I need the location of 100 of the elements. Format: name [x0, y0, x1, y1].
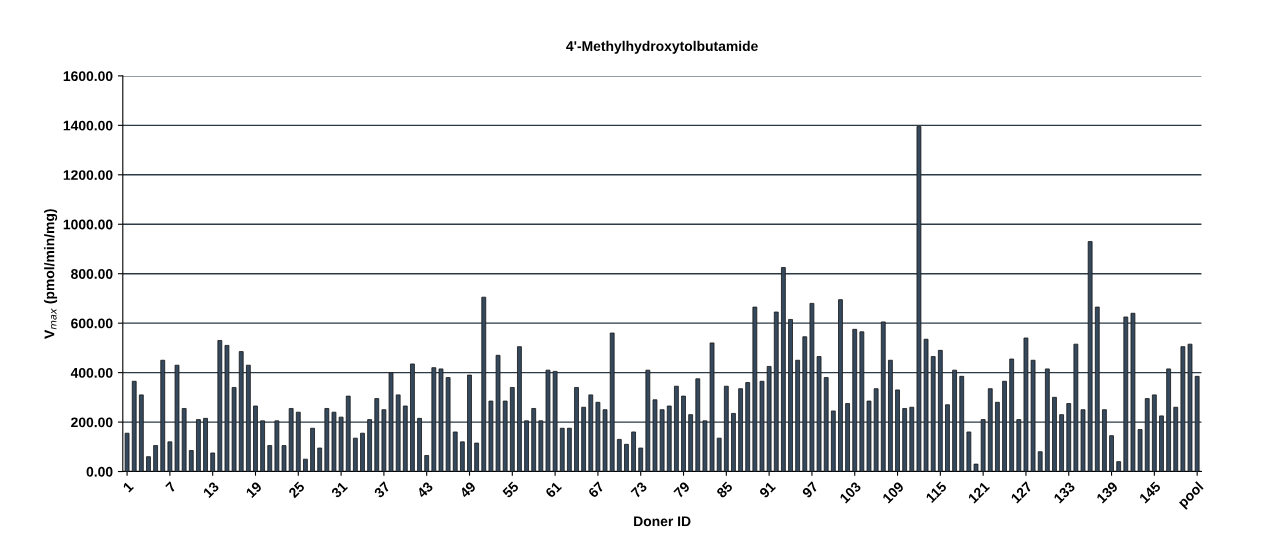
bar	[838, 299, 843, 472]
bar	[124, 432, 130, 472]
bar	[752, 306, 758, 472]
bar	[1016, 419, 1022, 472]
x-tick-label: 109	[882, 481, 905, 504]
bar	[659, 409, 665, 472]
bar	[174, 364, 180, 472]
bar	[1194, 375, 1200, 472]
bar	[795, 359, 801, 472]
y-axis-title: V$_{max}$ (pmol/min/mg)	[44, 209, 58, 339]
bar	[581, 406, 587, 472]
bar	[1094, 306, 1100, 472]
y-tick-label: 1200.00	[63, 170, 113, 180]
bar	[723, 385, 729, 472]
bar	[852, 328, 858, 472]
bar	[260, 420, 266, 472]
bar	[588, 394, 594, 472]
bar	[766, 366, 772, 472]
y-tick-label: 1000.00	[63, 219, 113, 230]
bar	[559, 427, 565, 472]
bar	[210, 452, 216, 472]
bar	[288, 408, 294, 472]
bar	[467, 374, 472, 472]
y-tick-label: 400.00	[70, 367, 113, 378]
x-tick-label: 133	[1053, 481, 1076, 504]
x-tick-label: 97	[801, 481, 819, 499]
x-axis-title: Doner ID	[634, 516, 691, 527]
bar	[631, 431, 636, 472]
bar	[652, 399, 658, 472]
x-tick-label: 73	[630, 481, 648, 499]
bar	[531, 408, 537, 472]
bar	[538, 420, 544, 472]
bar	[481, 296, 487, 472]
bar	[609, 332, 615, 472]
x-tick-label: 13	[202, 481, 220, 499]
bar	[402, 405, 408, 472]
x-tick-label: 91	[758, 481, 777, 499]
bar	[459, 441, 465, 472]
x-tick-label: 61	[544, 481, 563, 499]
bar	[880, 321, 886, 472]
bar	[524, 420, 529, 472]
bar	[1059, 414, 1064, 472]
bar	[1080, 409, 1086, 472]
bar	[395, 394, 401, 472]
bar	[987, 388, 993, 472]
bar	[196, 419, 201, 472]
x-tick-label: 1	[122, 481, 134, 493]
bar	[616, 438, 622, 472]
bar	[959, 375, 965, 472]
bar	[902, 408, 908, 472]
bar	[1166, 368, 1171, 472]
bar	[830, 410, 836, 472]
bar	[424, 455, 430, 472]
bar	[131, 380, 137, 472]
bar	[1052, 396, 1057, 472]
bar	[638, 447, 644, 472]
bar	[823, 377, 829, 472]
bar	[146, 456, 151, 472]
bar	[888, 359, 893, 472]
x-tick-label: 31	[330, 481, 349, 499]
bar	[410, 363, 415, 472]
bar	[138, 394, 144, 472]
bar	[303, 458, 308, 472]
y-tick-label: 1600.00	[63, 71, 113, 82]
bar	[345, 395, 351, 472]
bar	[773, 311, 779, 472]
bar	[859, 331, 865, 472]
bar	[745, 382, 751, 472]
bar	[1002, 380, 1007, 472]
bar	[160, 359, 166, 472]
bar	[716, 437, 722, 472]
bar	[688, 414, 694, 472]
bar	[317, 447, 323, 472]
bar	[681, 395, 686, 472]
bar	[324, 408, 330, 472]
bar	[245, 364, 251, 472]
x-tick-label: 55	[502, 481, 520, 499]
bar	[930, 356, 936, 472]
bar	[181, 408, 187, 472]
bar	[474, 442, 480, 472]
bar	[666, 405, 672, 472]
bar	[909, 406, 915, 472]
x-tick-label: 7	[165, 481, 177, 493]
x-tick-label: 49	[458, 481, 477, 499]
bar	[980, 419, 986, 472]
bar	[873, 388, 879, 472]
bar	[238, 351, 244, 472]
bar	[517, 346, 522, 472]
bar	[1180, 346, 1186, 472]
bar	[1109, 435, 1114, 472]
x-tick-label: 19	[245, 481, 263, 499]
bar	[995, 401, 1000, 472]
bar	[1073, 343, 1079, 472]
bar	[1144, 398, 1150, 472]
bar	[802, 336, 808, 472]
bar	[295, 411, 301, 472]
bar	[952, 369, 957, 472]
bar	[945, 404, 950, 472]
bar	[895, 389, 900, 472]
bar	[374, 398, 380, 472]
